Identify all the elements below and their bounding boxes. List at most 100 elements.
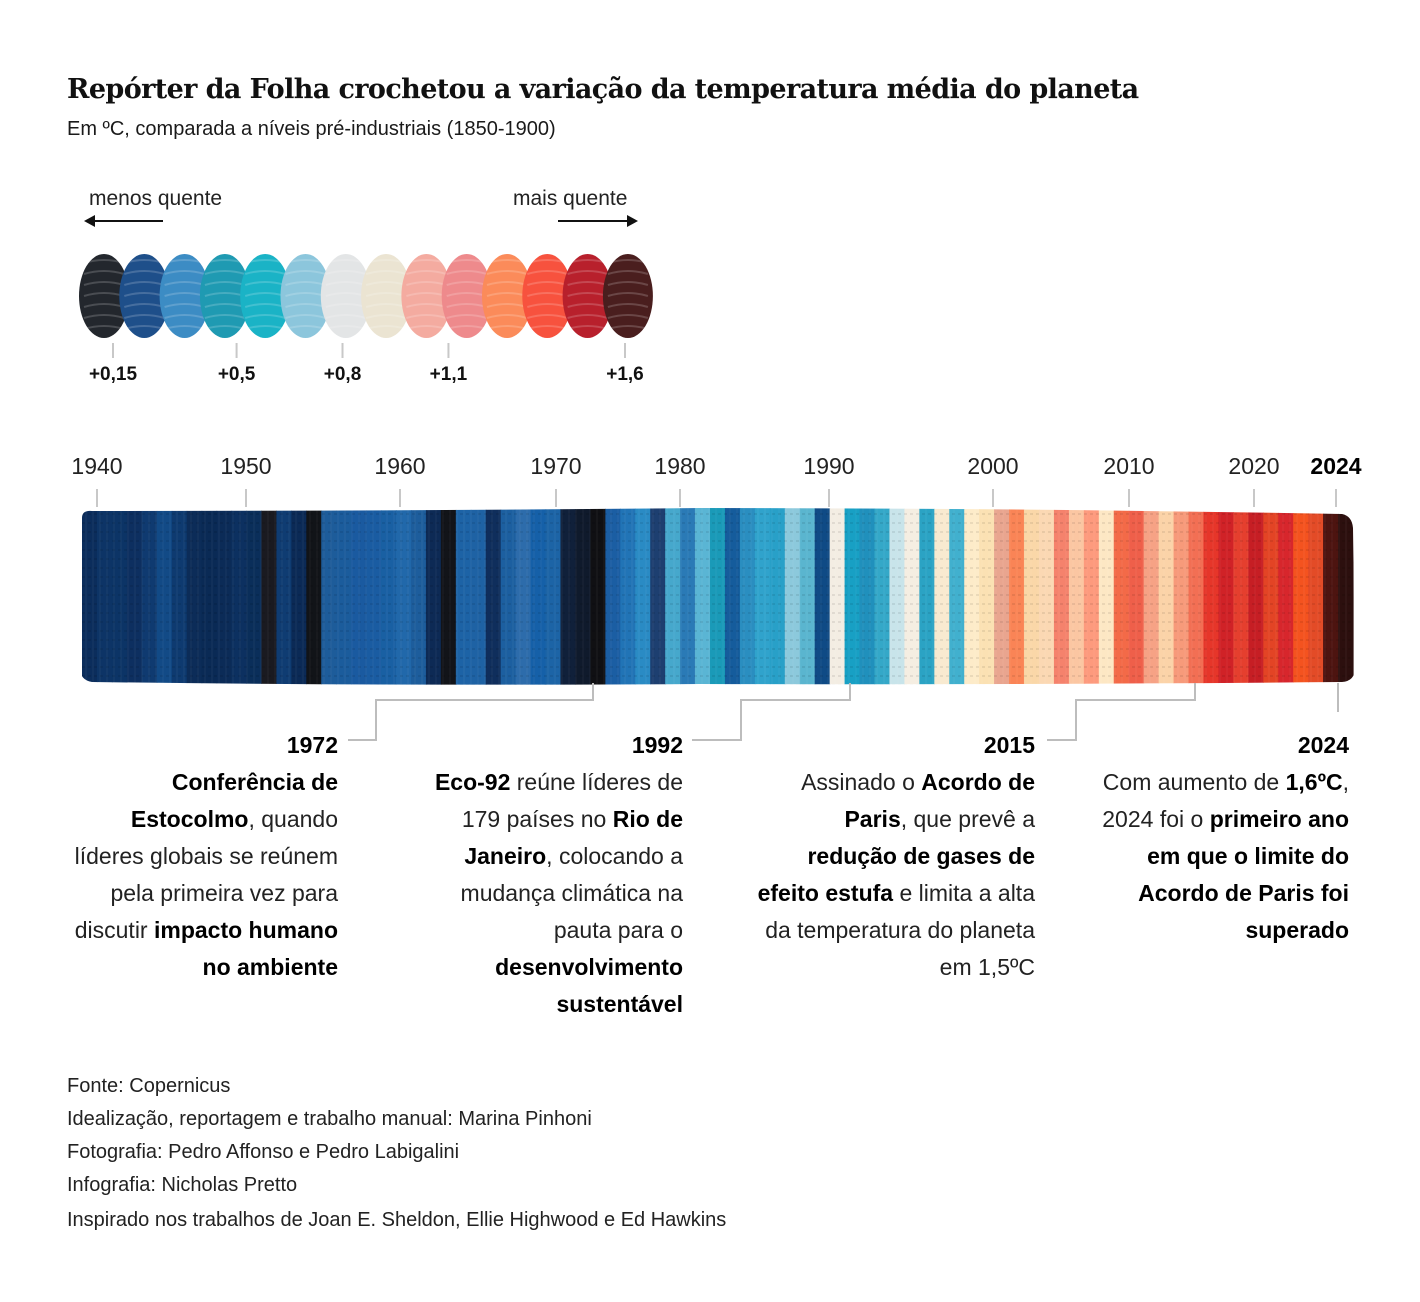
stripe-1958 [351,508,367,685]
legend-tick-label: +0,8 [323,364,362,385]
stripe-1976 [620,508,636,685]
year-tick-label: 1980 [654,453,706,479]
stripe-1990 [829,508,846,685]
stripe-1980 [680,508,696,685]
yarn-ball [602,254,653,338]
stripe-1967 [485,508,502,685]
annotation-2024: 2024 Com aumento de 1,6ºC, 2024 foi o pr… [1085,727,1349,949]
annotation-year: 2024 [1297,732,1349,758]
stripe-1984 [739,508,756,685]
annotation-1992: 1992 Eco-92 reúne líderes de 179 países … [398,727,683,1023]
stripe-1986 [769,508,786,685]
stripe-1989 [814,508,831,685]
stripe-1969 [515,508,532,685]
stripe-1997 [934,508,950,685]
yarn-ball [240,254,291,338]
stripe-1985 [754,508,771,685]
stripe-2015 [1203,508,1220,685]
stripe-1968 [500,508,517,685]
legend-arrow-right-icon [558,215,638,227]
credit-author: Idealização, reportagem e trabalho manua… [67,1108,592,1130]
legend-arrow-left-icon [84,215,163,227]
stripe-1966 [470,508,487,685]
chart-subtitle: Em ºC, comparada a níveis pré-industriai… [67,118,556,140]
stripe-2001 [994,508,1010,685]
annotation-1972: 1972 Conferência de Estocolmo, quando lí… [70,727,338,986]
stripe-1992 [859,508,876,685]
stripe-1947 [186,508,203,685]
credit-photo: Fotografia: Pedro Affonso e Pedro Labiga… [67,1141,460,1163]
stripe-1953 [276,508,292,685]
stripe-1973 [575,508,591,685]
stripe-1970 [530,508,547,685]
stripe-1998 [949,508,965,685]
stripe-1993 [874,508,891,685]
chart-title: Repórter da Folha crochetou a variação d… [67,74,1139,105]
yarn-ball [320,254,371,338]
stripe-1954 [291,508,307,685]
yarn-ball [79,254,129,338]
credit-source: Fonte: Copernicus [67,1075,231,1097]
stripe-2017 [1233,508,1249,685]
year-tick-label: 2000 [967,453,1019,479]
legend-right-label: mais quente [513,187,628,210]
stripe-2010 [1128,508,1145,685]
legend-tick-lines [112,343,626,358]
stripe-1940 [82,508,98,685]
stripe-1974 [590,508,606,685]
annotation-text: Assinado o Acordo de Paris, que prevê a … [757,769,1035,980]
annotation-year: 2015 [983,732,1035,758]
stripe-1995 [904,508,920,685]
stripe-2018 [1248,508,1264,685]
stripe-1987 [784,508,801,685]
annotation-text: Eco-92 reúne líderes de 179 países no Ri… [434,769,683,1017]
stripe-1955 [306,508,322,685]
stripe-1960 [381,508,397,685]
stripe-1988 [799,508,816,685]
stripe-1971 [545,508,562,685]
stripe-1965 [455,508,472,685]
stripe-2021 [1293,508,1309,685]
annotation-text: Com aumento de 1,6ºC, 2024 foi o primeir… [1102,769,1349,943]
yarn-ball [159,254,210,338]
stripe-2019 [1263,508,1279,685]
stripe-1978 [650,508,666,685]
stripe-1948 [201,508,218,685]
stripe-2020 [1278,508,1294,685]
connector-2015 [1047,683,1196,741]
stripe-1946 [171,508,188,685]
stripe-2002 [1009,508,1025,685]
annotation-year: 1972 [286,732,338,758]
stripe-1994 [889,508,906,685]
legend-tick-label: +0,5 [217,364,256,385]
stripe-1996 [919,508,935,685]
stripe-1983 [724,508,741,685]
year-tick-label: 1960 [374,453,426,479]
annotation-2015: 2015 Assinado o Acordo de Paris, que pre… [750,727,1035,986]
year-tick-label: 1970 [530,453,582,479]
stripe-1943 [126,508,143,685]
legend-left-label: menos quente [89,187,223,210]
yarn-ball [199,254,250,338]
stripe-2004 [1038,508,1055,685]
stripe-1964 [440,508,457,685]
stripe-2013 [1173,508,1190,685]
stripe-1951 [246,508,263,685]
connector-1992 [692,683,851,741]
year-tick-label: 1990 [803,453,855,479]
stripe-2008 [1098,508,1115,685]
stripe-1956 [321,508,337,685]
stripe-2000 [979,508,995,685]
year-tick-label: 2024 [1310,453,1362,479]
yarn-ball [280,254,331,338]
legend-tick-label: +0,15 [88,364,138,385]
stripe-2005 [1053,508,1070,685]
stripe-1962 [410,508,427,685]
stripe-1959 [366,508,382,685]
stripe-2016 [1218,508,1234,685]
stripe-1945 [156,508,173,685]
credit-graphics: Infografia: Nicholas Pretto [67,1174,298,1196]
stripe-2023 [1323,508,1339,685]
stripe-1963 [425,508,442,685]
